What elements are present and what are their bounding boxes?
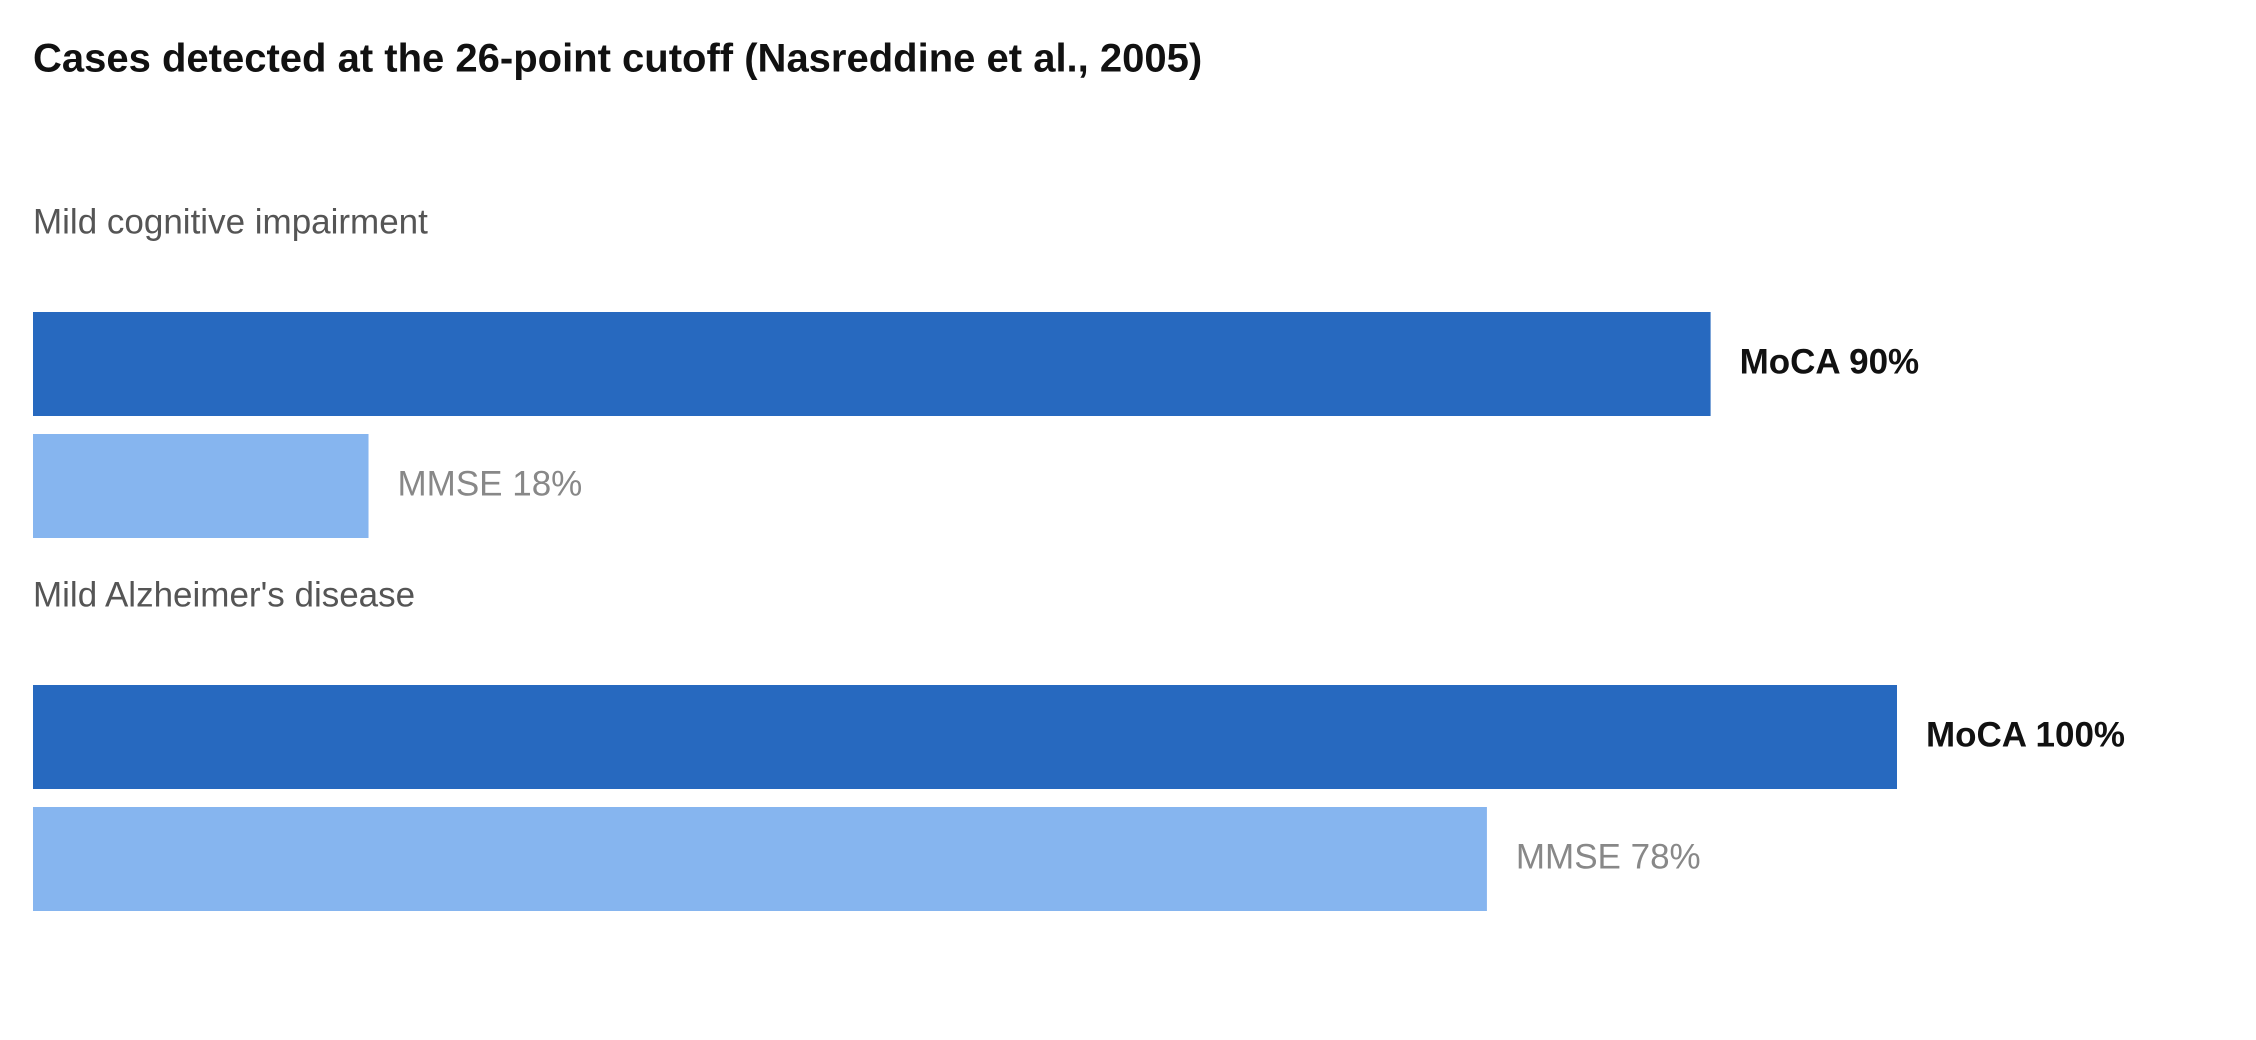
value-label: MMSE 18% (398, 464, 583, 503)
value-label: MMSE 78% (1516, 837, 1701, 876)
value-label: MoCA 90% (1740, 342, 1920, 381)
group-label: Mild Alzheimer's disease (33, 575, 415, 614)
bar (33, 807, 1487, 911)
bar (33, 434, 369, 538)
chart-title: Cases detected at the 26-point cutoff (N… (33, 37, 1202, 81)
group-label: Mild cognitive impairment (33, 202, 428, 241)
bar (33, 312, 1711, 416)
value-label: MoCA 100% (1926, 715, 2125, 754)
bar (33, 685, 1897, 789)
